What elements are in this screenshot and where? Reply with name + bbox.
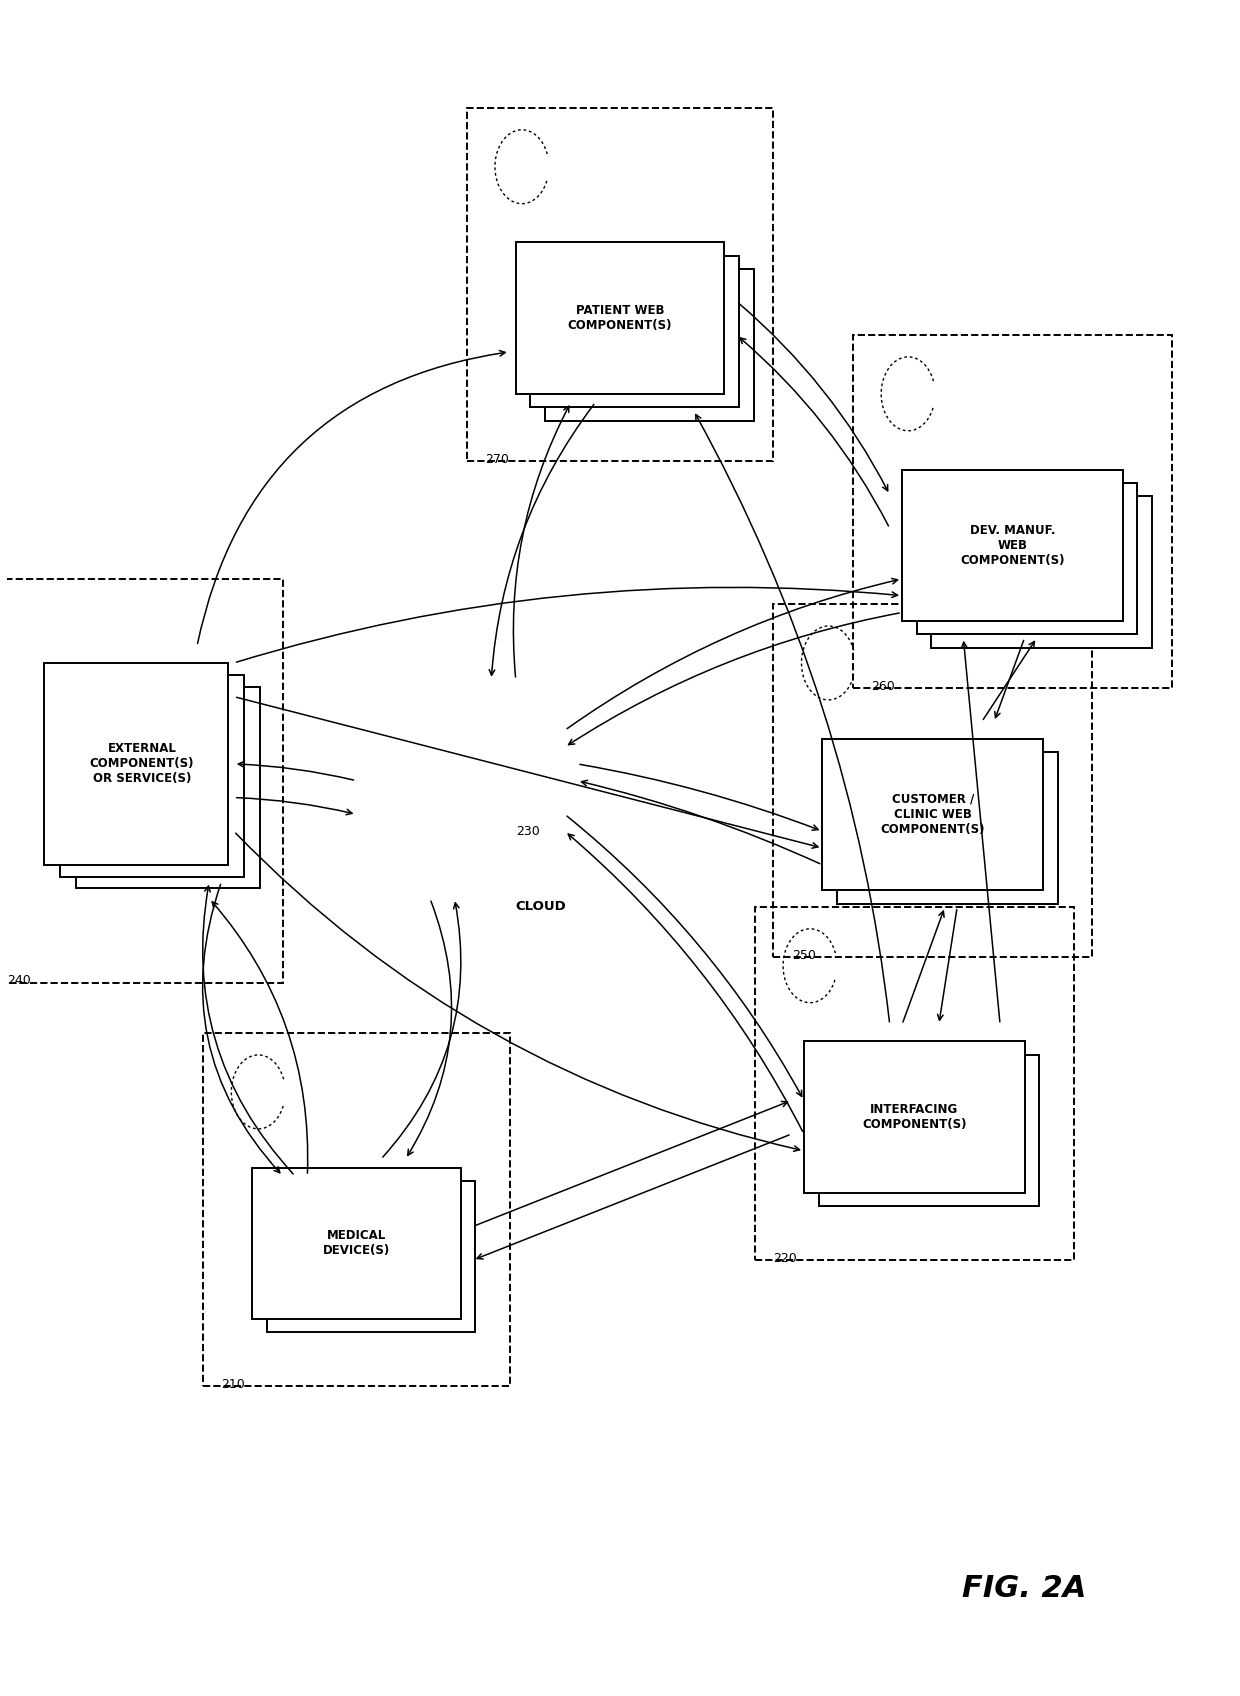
Text: EXTERNAL
COMPONENT(S)
OR SERVICE(S): EXTERNAL COMPONENT(S) OR SERVICE(S) xyxy=(89,743,195,785)
Text: 230: 230 xyxy=(516,824,539,838)
Circle shape xyxy=(412,587,547,772)
Text: 240: 240 xyxy=(7,974,31,987)
Circle shape xyxy=(345,706,430,823)
Text: MEDICAL
DEVICE(S): MEDICAL DEVICE(S) xyxy=(322,1230,391,1257)
Circle shape xyxy=(466,714,565,848)
Bar xyxy=(804,1041,1024,1192)
Circle shape xyxy=(393,714,491,848)
Text: 270: 270 xyxy=(485,453,508,466)
Bar xyxy=(203,1033,510,1386)
Bar xyxy=(43,663,228,865)
Bar xyxy=(818,1055,1039,1206)
Text: PATIENT WEB
COMPONENT(S): PATIENT WEB COMPONENT(S) xyxy=(568,304,672,332)
Bar xyxy=(60,675,243,877)
Bar xyxy=(822,739,1043,890)
Bar xyxy=(267,1180,475,1333)
Bar xyxy=(0,578,283,982)
Text: 260: 260 xyxy=(872,680,895,692)
Bar xyxy=(531,256,739,407)
Text: 220: 220 xyxy=(774,1252,797,1265)
Text: INTERFACING
COMPONENT(S): INTERFACING COMPONENT(S) xyxy=(862,1102,966,1131)
Bar xyxy=(755,907,1074,1260)
Bar xyxy=(546,270,754,421)
Text: CUSTOMER /
CLINIC WEB
COMPONENT(S): CUSTOMER / CLINIC WEB COMPONENT(S) xyxy=(880,792,985,836)
Text: FIG. 2A: FIG. 2A xyxy=(962,1574,1086,1603)
Circle shape xyxy=(366,643,469,784)
Bar xyxy=(252,1167,460,1319)
Circle shape xyxy=(528,706,614,823)
Circle shape xyxy=(489,643,591,784)
Bar xyxy=(774,604,1092,957)
Text: CLOUD: CLOUD xyxy=(516,901,567,914)
Text: 250: 250 xyxy=(791,950,816,962)
Bar xyxy=(853,334,1172,689)
Bar xyxy=(916,483,1137,634)
Circle shape xyxy=(412,655,547,840)
Text: DEV. MANUF.
WEB
COMPONENT(S): DEV. MANUF. WEB COMPONENT(S) xyxy=(960,524,1065,566)
Bar xyxy=(466,109,774,461)
Bar xyxy=(516,243,724,393)
Bar xyxy=(837,751,1058,904)
Bar xyxy=(76,687,259,889)
Text: 210: 210 xyxy=(222,1377,246,1391)
Bar xyxy=(931,497,1152,648)
Bar xyxy=(901,470,1122,621)
